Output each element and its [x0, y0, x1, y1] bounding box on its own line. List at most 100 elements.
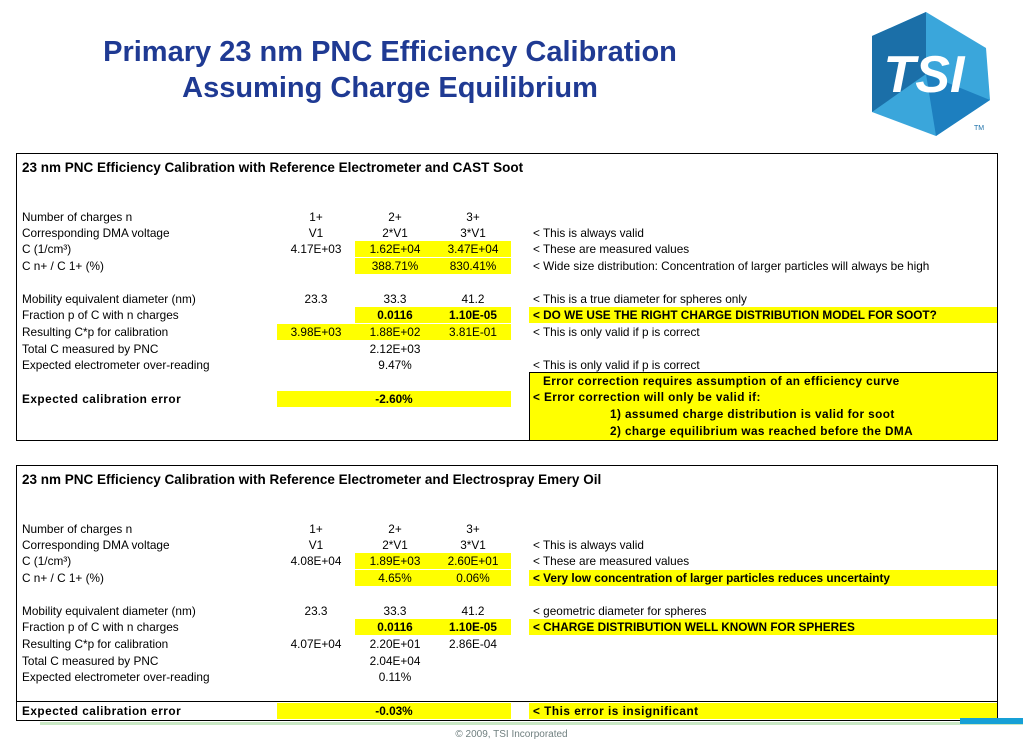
- cell-1: 1+: [309, 210, 323, 224]
- cell-2: 1.62E+04: [355, 241, 435, 257]
- cell-3: 3.47E+04: [435, 241, 511, 257]
- cell-2: 33.3: [383, 604, 407, 618]
- row-note: < These are measured values: [533, 554, 690, 568]
- footer-rule: [40, 722, 1023, 725]
- tsi-logo: TSI TM: [872, 12, 990, 136]
- row-label: C n+ / C 1+ (%): [22, 571, 104, 585]
- logo-text: TSI: [884, 46, 966, 104]
- row-label: Mobility equivalent diameter (nm): [22, 604, 196, 618]
- cell-3: 3*V1: [460, 226, 486, 240]
- table-row: Fraction p of C with n charges 0.0116 1.…: [17, 619, 997, 635]
- cell-1: V1: [308, 226, 324, 240]
- panel-header: 23 nm PNC Efficiency Calibration with Re…: [22, 160, 524, 175]
- row-label: Corresponding DMA voltage: [22, 226, 170, 240]
- row-label: Expected electrometer over-reading: [22, 358, 210, 372]
- emery-oil-calibration-panel: 23 nm PNC Efficiency Calibration with Re…: [16, 465, 998, 721]
- cell-3: 1.10E-05: [435, 619, 511, 635]
- cell-2: 2.12E+03: [369, 342, 421, 356]
- cell-2: 0.0116: [355, 307, 435, 323]
- cell-1: 4.07E+04: [290, 637, 342, 651]
- cell-2: 0.11%: [378, 670, 412, 684]
- row-note: < This is always valid: [533, 538, 644, 552]
- row-note: < This is only valid if p is correct: [533, 325, 700, 339]
- cell-3: 3.81E-01: [435, 324, 511, 340]
- cell-2: 2+: [388, 522, 402, 536]
- row-label: Number of charges n: [22, 522, 133, 536]
- table-row: Total C measured by PNC 2.12E+03: [17, 341, 997, 357]
- table-row: Expected electrometer over-reading 9.47%…: [17, 357, 997, 373]
- cell-2: 9.47%: [378, 358, 412, 372]
- cell-2: 2.04E+04: [369, 654, 421, 668]
- cell-2: 0.0116: [355, 619, 435, 635]
- row-label: Resulting C*p for calibration: [22, 325, 169, 339]
- cell-1: 23.3: [304, 292, 328, 306]
- footer-accent: [960, 718, 1023, 724]
- table-row: Corresponding DMA voltage V1 2*V1 3*V1 <…: [17, 225, 997, 241]
- cell-3: 41.2: [461, 292, 485, 306]
- cell-1: 1+: [309, 522, 323, 536]
- row-note: < This error is insignificant: [529, 703, 997, 719]
- cell-3: 0.06%: [435, 570, 511, 586]
- cell-1: 23.3: [304, 604, 328, 618]
- cell-1: 3.98E+03: [277, 324, 355, 340]
- cell-2: 1.89E+03: [355, 553, 435, 569]
- cell-2: 2.20E+01: [369, 637, 421, 651]
- row-note: < DO WE USE THE RIGHT CHARGE DISTRIBUTIO…: [529, 307, 997, 323]
- calibration-error-value: -2.60%: [277, 391, 511, 407]
- cell-2: 33.3: [383, 292, 407, 306]
- row-label: Expected electrometer over-reading: [22, 670, 210, 684]
- error-note-line: < Error correction will only be valid if…: [533, 390, 761, 404]
- cell-3: 3*V1: [460, 538, 486, 552]
- cell-3: 2.60E+01: [435, 553, 511, 569]
- cell-3: 3+: [466, 210, 480, 224]
- table-row: Expected electrometer over-reading 0.11%: [17, 669, 997, 685]
- error-note-line: Error correction requires assumption of …: [543, 374, 900, 388]
- table-row: Total C measured by PNC 2.04E+04: [17, 653, 997, 669]
- cell-1: 4.17E+03: [290, 242, 342, 256]
- table-row: Fraction p of C with n charges 0.0116 1.…: [17, 307, 997, 323]
- row-note: < Very low concentration of larger parti…: [529, 570, 997, 586]
- row-label: Fraction p of C with n charges: [22, 620, 179, 634]
- cell-3: 41.2: [461, 604, 485, 618]
- soot-calibration-panel: 23 nm PNC Efficiency Calibration with Re…: [16, 153, 998, 441]
- table-row: Resulting C*p for calibration 3.98E+03 1…: [17, 324, 997, 340]
- table-row: Mobility equivalent diameter (nm) 23.3 3…: [17, 291, 997, 307]
- row-label: Total C measured by PNC: [22, 654, 159, 668]
- table-row: Number of charges n 1+ 2+ 3+: [17, 209, 997, 225]
- cell-1: 4.08E+04: [290, 554, 342, 568]
- cell-2: 2*V1: [382, 226, 408, 240]
- slide-title-line1: Primary 23 nm PNC Efficiency Calibration: [103, 36, 677, 68]
- row-label: Expected calibration error: [22, 704, 182, 718]
- error-correction-box: Error correction requires assumption of …: [529, 372, 997, 440]
- table-row: Mobility equivalent diameter (nm) 23.3 3…: [17, 603, 997, 619]
- row-note: < geometric diameter for spheres: [533, 604, 707, 618]
- row-label: Total C measured by PNC: [22, 342, 159, 356]
- error-note-line: 1) assumed charge distribution is valid …: [610, 407, 895, 421]
- row-label: C (1/cm³): [22, 554, 72, 568]
- row-label: Number of charges n: [22, 210, 133, 224]
- row-label: Corresponding DMA voltage: [22, 538, 170, 552]
- calibration-error-row: Expected calibration error -0.03% < This…: [17, 703, 997, 719]
- row-note: < These are measured values: [533, 242, 690, 256]
- row-label: Resulting C*p for calibration: [22, 637, 169, 651]
- row-label: C (1/cm³): [22, 242, 72, 256]
- row-note: < Wide size distribution: Concentration …: [533, 259, 930, 273]
- row-label: Fraction p of C with n charges: [22, 308, 179, 322]
- row-note: < This is always valid: [533, 226, 644, 240]
- cell-3: 1.10E-05: [435, 307, 511, 323]
- cell-1: V1: [308, 538, 324, 552]
- calibration-error-row: Expected calibration error -2.60%: [17, 391, 997, 407]
- logo-trademark: TM: [974, 125, 984, 132]
- table-row: C n+ / C 1+ (%) 388.71% 830.41% < Wide s…: [17, 258, 997, 274]
- table-row: Resulting C*p for calibration 4.07E+04 2…: [17, 636, 997, 652]
- footer-copyright: © 2009, TSI Incorporated: [455, 729, 568, 740]
- row-label: C n+ / C 1+ (%): [22, 259, 104, 273]
- table-row: C n+ / C 1+ (%) 4.65% 0.06% < Very low c…: [17, 570, 997, 586]
- row-label: Expected calibration error: [22, 392, 182, 406]
- cell-2: 4.65%: [355, 570, 435, 586]
- table-row: Corresponding DMA voltage V1 2*V1 3*V1 <…: [17, 537, 997, 553]
- panel-header: 23 nm PNC Efficiency Calibration with Re…: [22, 472, 602, 487]
- row-note: < This is only valid if p is correct: [533, 358, 700, 372]
- cell-2: 1.88E+02: [355, 324, 435, 340]
- slide-title: Primary 23 nm PNC Efficiency Calibration…: [80, 34, 700, 106]
